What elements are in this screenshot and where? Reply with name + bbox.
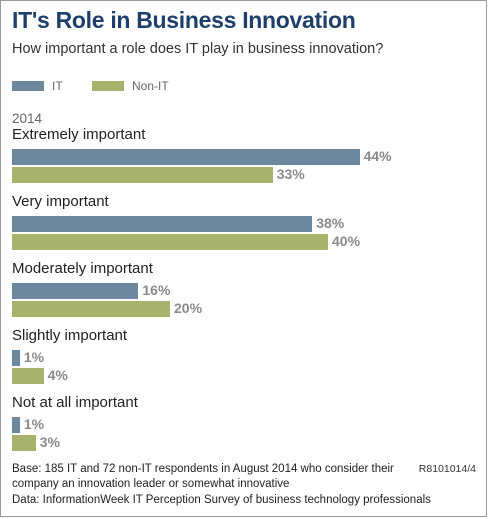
category-label-slightly-important: Slightly important	[12, 327, 128, 344]
chart-title: IT's Role in Business Innovation	[12, 7, 356, 33]
value-label-non-it-extremely-important: 33%	[276, 166, 305, 182]
category-label-moderately-important: Moderately important	[12, 260, 153, 277]
value-label-non-it-very-important: 40%	[332, 233, 361, 249]
value-label-it-moderately-important: 16%	[142, 282, 171, 298]
bar-it-not-at-all-important	[12, 417, 20, 433]
legend-swatch-non-it	[92, 81, 124, 91]
bar-non-it-not-at-all-important	[12, 435, 36, 451]
bar-it-slightly-important	[12, 350, 20, 366]
value-label-it-very-important: 38%	[316, 215, 345, 231]
legend-item-it: IT	[12, 79, 63, 93]
legend-item-non-it: Non-IT	[92, 79, 169, 93]
bar-non-it-slightly-important	[12, 368, 44, 384]
value-label-non-it-not-at-all-important: 3%	[39, 434, 60, 450]
footer-base-line1: Base: 185 IT and 72 non-IT respondents i…	[12, 463, 394, 475]
legend-label-it: IT	[52, 79, 63, 93]
report-code: R8101014/4	[418, 463, 476, 475]
legend-swatch-it	[12, 81, 44, 91]
value-label-it-extremely-important: 44%	[363, 148, 392, 164]
legend-label-non-it: Non-IT	[132, 79, 169, 93]
value-label-non-it-moderately-important: 20%	[174, 300, 203, 316]
value-label-non-it-slightly-important: 4%	[47, 367, 68, 383]
footer-source: Data: InformationWeek IT Perception Surv…	[12, 494, 431, 506]
bar-non-it-very-important	[12, 234, 328, 250]
bar-it-moderately-important	[12, 283, 139, 299]
value-label-it-not-at-all-important: 1%	[23, 416, 45, 432]
category-label-extremely-important: Extremely important	[12, 126, 146, 143]
bar-it-extremely-important	[12, 149, 360, 165]
chart-subtitle: How important a role does IT play in bus…	[12, 41, 384, 57]
bar-it-very-important	[12, 216, 313, 232]
footer-base-line2: company an innovation leader or somewhat…	[12, 478, 290, 490]
year-label: 2014	[12, 111, 43, 126]
bar-non-it-moderately-important	[12, 301, 170, 317]
category-label-not-at-all-important: Not at all important	[12, 394, 138, 411]
category-label-very-important: Very important	[12, 193, 109, 210]
bar-non-it-extremely-important	[12, 167, 273, 183]
value-label-it-slightly-important: 1%	[23, 349, 45, 365]
